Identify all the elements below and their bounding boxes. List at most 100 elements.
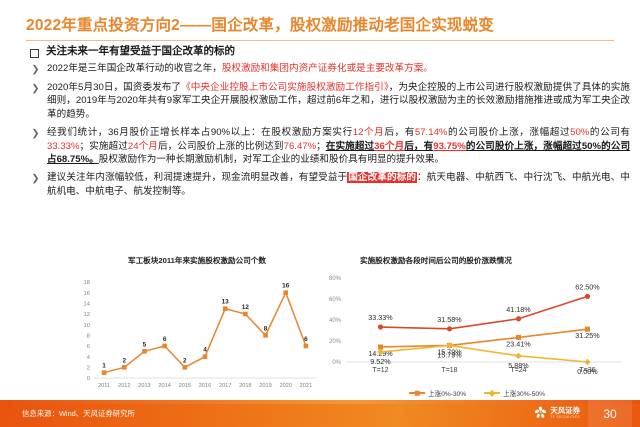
paragraph: ❯ 2022年是三年国企改革行动的收官之年，股权激励和集团内资产证券化或是主要改… — [30, 62, 630, 76]
data-point-marker — [243, 311, 248, 317]
chart-price-change-after-incentive: 实施股权激励各段时间后公司的股价涨跌情况 0% 20% 40% 60% 80% 33.33… — [318, 252, 636, 400]
legend-swatch-square — [414, 390, 420, 396]
paragraph: ❯ 建议关注年内涨幅较低，利润提速提升，现金流明显改善，有望受益于国企改革的标的… — [30, 171, 630, 198]
arrow-bullet-icon: ❯ — [31, 173, 40, 185]
data-point-marker — [121, 365, 127, 370]
source-note: 信息来源：Wind、天风证券研究所 — [22, 409, 135, 418]
section-heading: 关注未来一年有望受益于国企改革的标的 — [30, 45, 630, 58]
text-run: 76.47% — [283, 140, 317, 152]
body-content: ❯ 2022年是三年国企改革行动的收官之年，股权激励和集团内资产证券化或是主要改… — [30, 62, 631, 203]
data-point-marker — [585, 326, 590, 332]
data-label: 4 — [203, 347, 207, 354]
legend-swatch-line — [484, 389, 501, 397]
data-label: 5.88% — [508, 361, 529, 370]
y-axis-tick: 18 — [84, 280, 90, 286]
text-run: 2022年是三年国企改革行动的收官之年， — [47, 63, 222, 74]
legend-swatch-diamond — [488, 389, 496, 397]
y-axis-tick: 4 — [87, 355, 91, 361]
charts-area: 军工板块2011年来实施股权激励公司个数 0 2 4 6 8 10 12 14 16 18 1 2 5 6… — [0, 252, 640, 400]
data-label: 23.41% — [506, 339, 531, 348]
text-run: 50% — [570, 127, 590, 139]
paragraph: ❯ 经我们统计，36月股价正增长样本占90%以上：在股权激励方案实行12个月后，… — [30, 126, 631, 166]
x-axis-tick: 2012 — [118, 383, 130, 389]
data-point-marker — [182, 365, 188, 370]
text-run: 57.14% — [414, 127, 448, 139]
x-axis-tick: T=36 — [579, 367, 595, 374]
y-axis-tick: 0 — [87, 376, 90, 382]
data-point-marker — [446, 326, 453, 332]
data-label: 2 — [122, 357, 126, 364]
text-run: 24个月 — [127, 140, 158, 152]
text-run: ； — [316, 140, 326, 152]
text-run: 国企改革的标的 — [347, 172, 418, 184]
paragraph-text: 建议关注年内涨幅较低，利润提速提升，现金流明显改善，有望受益于国企改革的标的：航… — [47, 171, 630, 198]
text-run: 股权激励作为一种长期激励机制，对军工企业的业绩和股价具有明显的提升效果。 — [98, 154, 445, 166]
text-run: 建议关注年内涨幅较低，利润提速提升，现金流明显改善，有望受益于 — [47, 172, 348, 184]
series-line — [379, 328, 589, 348]
data-label: 0.00% — [577, 367, 598, 376]
data-label: 15.79% — [437, 347, 462, 356]
footer-accent-band — [0, 400, 640, 404]
legend-item[interactable]: 上涨0%-30% — [409, 388, 466, 398]
data-point-marker — [303, 343, 309, 349]
text-run: 后，有 — [404, 140, 434, 152]
y-axis-tick: 8 — [87, 333, 90, 339]
x-axis-tick: 2019 — [259, 383, 271, 389]
text-run: 33.33% — [47, 140, 80, 152]
data-point-marker — [584, 293, 591, 299]
data-point-marker — [162, 343, 167, 349]
title-area: 2022年重点投资方向2——国企改革，股权激励推动老国企实现蜕变 — [26, 14, 626, 40]
square-bullet-icon — [30, 49, 39, 58]
text-run: 《中央企业控股上市公司实施股权激励工作指引》 — [181, 82, 389, 93]
data-point-marker — [377, 348, 384, 356]
brand-logo: 天风证券 TF SECURITIES — [534, 406, 580, 419]
x-axis-tick: T=18 — [441, 367, 457, 374]
y-axis-tick: 6 — [87, 344, 90, 350]
data-label: 5 — [143, 341, 147, 348]
series-line — [379, 295, 589, 330]
text-run: 经我们统计，36月股价正增长样本占90%以上：在股权激励方案实行 — [47, 127, 353, 139]
y-axis-tick: 40% — [329, 318, 342, 324]
chart-legend-right: 上涨0%-30% 上涨30%-50% — [409, 388, 545, 398]
chart-incentive-company-count: 军工板块2011年来实施股权激励公司个数 0 2 4 6 8 10 12 14 16 18 1 2 5 6… — [72, 252, 322, 400]
legend-item[interactable]: 上涨30%-50% — [484, 388, 545, 398]
x-axis-tick: 2018 — [239, 383, 251, 389]
text-run: 后，公司股价上涨的比例达到 — [157, 140, 284, 152]
data-point-marker — [584, 358, 591, 366]
y-axis-tick: 80% — [329, 276, 342, 282]
data-point-marker — [515, 352, 522, 360]
data-point-marker — [377, 324, 384, 330]
x-axis-tick: 2021 — [300, 383, 312, 389]
text-run: 36个月 — [374, 140, 405, 152]
data-point-marker — [263, 333, 268, 338]
data-label: 9.52% — [370, 357, 391, 366]
data-label: 15.79% — [437, 350, 462, 359]
data-point-marker — [222, 306, 228, 311]
y-axis-tick: 10 — [84, 323, 90, 329]
data-label: 13 — [222, 299, 230, 306]
text-run: ：航天电器、中航西飞、中行沈飞、中航光电、中航机电、中航电子、航发控制等。 — [47, 172, 631, 197]
data-point-marker — [142, 349, 147, 354]
chart-title-right: 实施股权激励各段时间后公司的股价涨跌情况 — [360, 256, 512, 265]
text-run: 2020年5月30日，国资委发布了 — [47, 82, 182, 93]
section-heading-label: 关注未来一年有望受益于国企改革的标的 — [46, 45, 235, 57]
line-chart-svg-right: 0%20%40%60%80%33.33%31.58%41.18%62.50%14… — [329, 276, 622, 376]
y-axis-tick: 14 — [84, 301, 91, 307]
text-run: 的公司有 — [589, 127, 631, 139]
data-label: 1 — [102, 363, 106, 370]
x-axis-tick: 2016 — [199, 383, 211, 389]
text-run: 股权激励和集团内资产证券化或是主要改革方案。 — [221, 63, 433, 74]
y-axis-tick: 2 — [87, 365, 90, 371]
data-point-marker — [515, 316, 522, 322]
series-line — [379, 344, 589, 363]
text-run: ，为央企控股的上市公司进行股权激励提供了具体的实施细则，2019年与2020年共… — [47, 82, 630, 120]
text-run: 12个月 — [352, 127, 385, 139]
arrow-bullet-icon: ❯ — [31, 64, 40, 75]
paragraph-text: 2020年5月30日，国资委发布了《中央企业控股上市公司实施股权激励工作指引》，… — [47, 81, 630, 121]
data-label: 2 — [183, 357, 187, 364]
data-point-marker — [101, 370, 107, 375]
data-label: 6 — [304, 336, 308, 343]
chart-plot-right: 0%20%40%60%80%33.33%31.58%41.18%62.50%14… — [318, 252, 636, 400]
